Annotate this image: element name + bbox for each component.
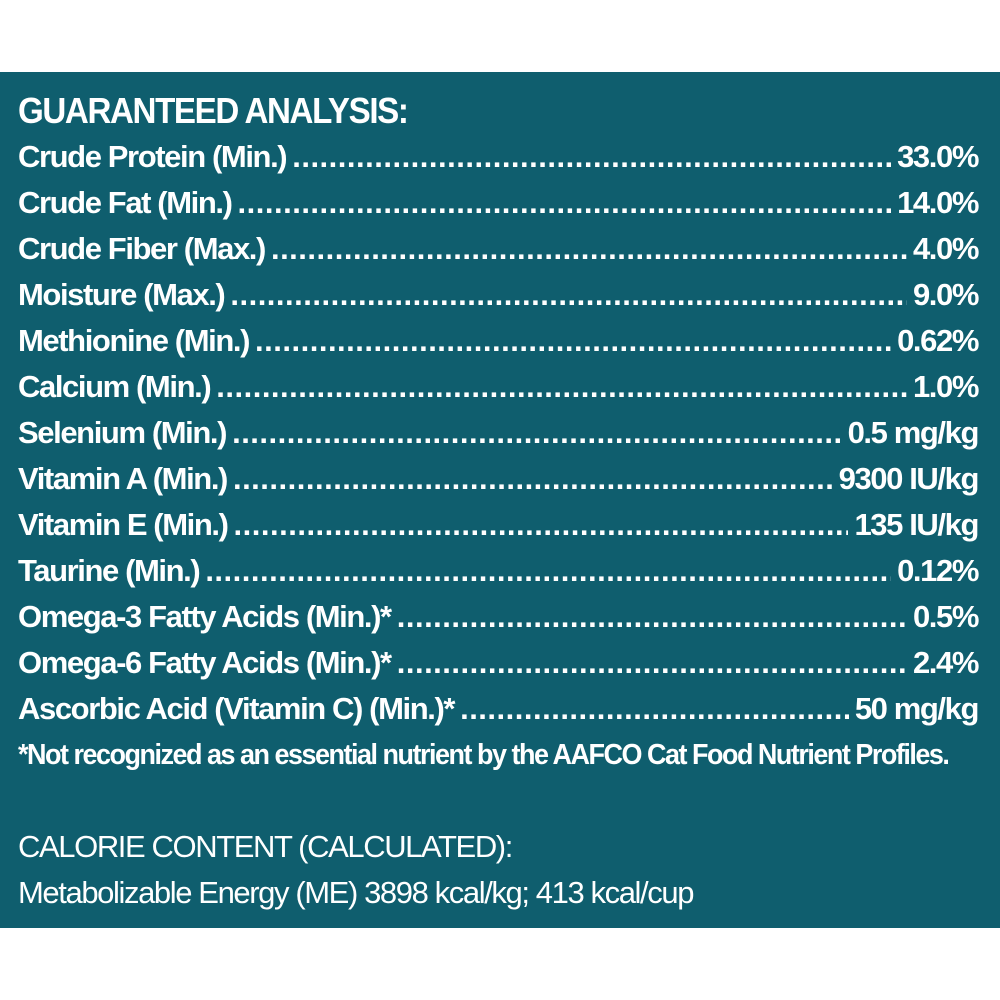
- nutrient-value: 0.5 mg/kg: [847, 415, 980, 450]
- analysis-row: Crude Protein (Min.) 33.0%: [18, 134, 979, 180]
- nutrient-label: Ascorbic Acid (Vitamin C) (Min.)*: [18, 691, 455, 726]
- nutrient-value: 9300 IU/kg: [838, 461, 980, 496]
- nutrient-label: Vitamin A (Min.): [18, 461, 228, 496]
- dot-leader: [232, 410, 842, 456]
- analysis-row: Vitamin A (Min.) 9300 IU/kg: [18, 456, 980, 502]
- analysis-heading: GUARANTEED ANALYSIS:: [18, 90, 409, 131]
- calorie-text: Metabolizable Energy (ME) 3898 kcal/kg; …: [18, 875, 694, 910]
- dot-leader: [292, 134, 891, 180]
- nutrient-value: 2.4%: [912, 645, 979, 680]
- dot-leader: [397, 640, 907, 686]
- analysis-row: Selenium (Min.) 0.5 mg/kg: [18, 410, 980, 456]
- dot-leader: [271, 226, 907, 272]
- nutrient-label: Crude Fat (Min.): [18, 185, 233, 220]
- nutrient-value: 0.12%: [897, 553, 979, 588]
- nutrient-label: Taurine (Min.): [18, 553, 201, 588]
- guaranteed-analysis-panel: GUARANTEED ANALYSIS: Crude Protein (Min.…: [0, 72, 1000, 928]
- analysis-row: Ascorbic Acid (Vitamin C) (Min.)* 50 mg/…: [18, 686, 980, 732]
- nutrient-label: Selenium (Min.): [18, 415, 227, 450]
- nutrient-value: 50 mg/kg: [854, 691, 980, 726]
- analysis-row: Taurine (Min.) 0.12%: [18, 548, 979, 594]
- dot-leader: [234, 502, 849, 548]
- dot-leader: [255, 318, 891, 364]
- nutrient-label: Crude Protein (Min.): [18, 139, 288, 174]
- analysis-row: Moisture (Max.) 9.0%: [18, 272, 979, 318]
- analysis-row: Crude Fat (Min.) 14.0%: [18, 180, 979, 226]
- dot-leader: [205, 548, 891, 594]
- nutrient-value: 1.0%: [912, 369, 979, 404]
- dot-leader: [460, 686, 849, 732]
- analysis-row: Methionine (Min.) 0.62%: [18, 318, 979, 364]
- analysis-row: Omega-6 Fatty Acids (Min.)* 2.4%: [18, 640, 979, 686]
- nutrient-value: 135 IU/kg: [854, 507, 979, 542]
- nutrient-value: 4.0%: [912, 231, 979, 266]
- nutrient-value: 0.5%: [912, 599, 979, 634]
- nutrient-label: Omega-3 Fatty Acids (Min.)*: [18, 599, 392, 634]
- nutrient-value: 33.0%: [897, 139, 979, 174]
- analysis-row: Crude Fiber (Max.) 4.0%: [18, 226, 979, 272]
- analysis-row: Omega-3 Fatty Acids (Min.)* 0.5%: [18, 594, 979, 640]
- analysis-row: Calcium (Min.) 1.0%: [18, 364, 979, 410]
- dot-leader: [230, 272, 907, 318]
- analysis-rows: Crude Protein (Min.) 33.0% Crude Fat (Mi…: [18, 134, 980, 732]
- nutrient-value: 9.0%: [912, 277, 979, 312]
- nutrient-label: Moisture (Max.): [18, 277, 226, 312]
- nutrient-label: Crude Fiber (Max.): [18, 231, 266, 266]
- analysis-row: Vitamin E (Min.) 135 IU/kg: [18, 502, 979, 548]
- nutrient-label: Vitamin E (Min.): [18, 507, 229, 542]
- nutrient-value: 14.0%: [897, 185, 979, 220]
- calorie-heading: CALORIE CONTENT (CALCULATED):: [18, 829, 513, 864]
- nutrient-value: 0.62%: [897, 323, 979, 358]
- dot-leader: [216, 364, 907, 410]
- dot-leader: [397, 594, 907, 640]
- nutrient-label: Omega-6 Fatty Acids (Min.)*: [18, 645, 392, 680]
- nutrient-label: Methionine (Min.): [18, 323, 250, 358]
- nutrient-label: Calcium (Min.): [18, 369, 212, 404]
- dot-leader: [238, 180, 892, 226]
- footnote: *Not recognized as an essential nutrient…: [18, 739, 950, 771]
- dot-leader: [233, 456, 833, 502]
